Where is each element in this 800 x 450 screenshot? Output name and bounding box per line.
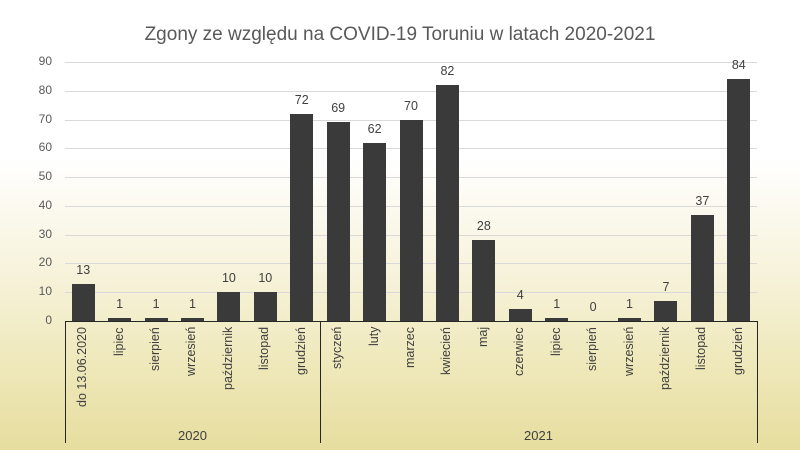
bar [654,300,678,321]
y-tick-label: 80 [38,82,52,97]
data-label: 37 [695,193,710,208]
x-tick-label: luty [366,326,381,346]
bar [217,292,241,321]
data-label: 1 [116,297,124,312]
bar [180,318,204,321]
chart-title: Zgony ze względu na COVID-19 Toruniu w l… [144,24,656,45]
bar [618,318,642,321]
x-tick-label: sierpień [585,327,600,371]
y-tick-label: 60 [38,140,52,155]
x-tick-label: listopad [694,326,709,370]
x-tick-label: wrzesień [621,326,636,376]
x-tick-label: listopad [257,326,272,370]
data-label: 69 [331,101,346,116]
y-tick-label: 30 [38,226,52,241]
bar [71,283,95,321]
y-tick-label: 20 [38,255,52,270]
gridline [65,62,757,63]
data-label: 1 [553,297,561,312]
y-tick-label: 70 [38,111,52,126]
bar [690,214,714,321]
x-tick-label: czerwiec [512,327,527,376]
x-tick-label: marzec [403,327,417,368]
bar [727,79,751,321]
data-label: 84 [731,58,746,73]
data-label: 10 [258,271,273,286]
x-tick-label: kwiecień [439,327,454,375]
x-axis-line [65,321,757,322]
data-label: 1 [626,297,633,312]
axis-left-line [65,321,66,443]
data-label: 70 [404,98,418,113]
data-label: 13 [76,262,91,277]
y-tick-label: 0 [45,313,52,327]
bar [472,240,496,321]
bar [290,113,314,321]
bar [363,142,387,321]
bar [545,318,569,321]
data-label: 7 [662,279,670,294]
group-divider [319,321,321,443]
x-tick-label: październik [220,326,235,390]
y-tick-label: 50 [38,169,52,184]
y-tick-label: 90 [38,54,52,68]
bar [108,318,132,321]
bar [399,119,423,321]
y-tick-label: 40 [38,197,52,212]
x-tick-label: grudzień [293,327,308,375]
bar [144,318,168,321]
data-label: 0 [589,300,597,314]
bar [326,122,350,321]
x-tick-label: do 13.06.2020 [75,327,90,407]
x-tick-label: lipiec [548,327,563,357]
x-tick-label: sierpień [148,327,163,371]
data-label: 1 [188,297,196,312]
bar [508,309,532,321]
data-label: 1 [152,297,160,312]
x-tick-label: lipiec [111,327,126,357]
gridline [65,90,757,92]
data-label: 28 [476,219,491,234]
x-tick-label: maj [475,326,490,347]
data-label: 10 [221,271,236,286]
y-tick-label: 10 [38,284,52,299]
x-tick-label: wrzesień [184,326,199,376]
axis-right-line [757,321,758,443]
data-label: 62 [367,121,382,136]
x-tick-label: październik [657,326,672,390]
x-tick-label: grudzień [730,327,745,375]
group-label: 2020 [178,428,207,443]
data-label: 4 [516,288,524,303]
bar [253,292,277,321]
bar [435,85,459,321]
data-label: 82 [440,64,455,79]
x-tick-label: styczeń [330,326,345,369]
group-label: 2021 [524,428,553,443]
data-label: 72 [294,92,309,107]
